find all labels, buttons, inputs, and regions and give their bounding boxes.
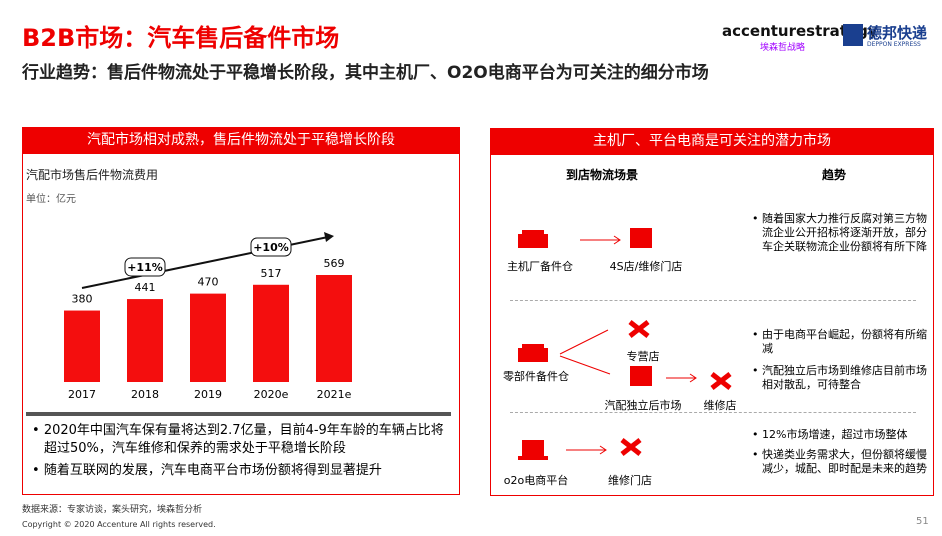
bar <box>127 299 163 382</box>
node: 汽配独立后市场 <box>604 399 682 412</box>
panel-heading: 主机厂、平台电商是可关注的潜力市场 <box>490 128 934 154</box>
copyright: Copyright © 2020 Accenture All rights re… <box>22 520 216 529</box>
logo-sub: DEPPON EXPRESS <box>867 41 921 48</box>
node: 维修店 <box>703 399 737 412</box>
data-label: 470 <box>198 276 219 289</box>
bar <box>64 310 100 382</box>
trend: 随着国家大力推行反腐对第三方物流企业公开招标将逐渐开放，部分车企关联物流企业份额… <box>750 212 934 254</box>
source: 数据来源：专家访谈，案头研究，埃森哲分析 <box>22 505 203 515</box>
data-label: 517 <box>261 267 282 280</box>
node: 主机厂备件仓 <box>507 260 573 273</box>
annotation-box <box>250 237 292 257</box>
trend-arrowhead <box>324 232 334 242</box>
annotation: +11% <box>127 261 163 274</box>
bar <box>316 275 352 382</box>
col-heading: 趋势 <box>822 168 847 182</box>
logo-sub: 埃森哲战略 <box>760 43 806 53</box>
node: 4S店/维修门店 <box>609 260 683 273</box>
x-tick-label: 2019 <box>194 388 222 401</box>
bullet: 随着互联网的发展，汽车电商平台市场份额将得到显著提升 <box>30 462 454 480</box>
divider <box>26 412 451 416</box>
bar <box>253 284 289 382</box>
subtitle: 行业趋势：售后件物流处于平稳增长阶段，其中主机厂、O2O电商平台为可关注的细分市… <box>22 63 709 83</box>
trend: 快递类业务需求大，但份额将缓慢减少，城配、即时配是未来的趋势 <box>750 448 934 476</box>
separator <box>510 300 916 301</box>
x-tick-label: 2017 <box>68 388 96 401</box>
chart-title: 汽配市场售后件物流费用 <box>26 168 159 182</box>
node: 零部件备件仓 <box>503 370 569 383</box>
title: B2B市场：汽车售后备件市场 <box>22 24 340 52</box>
bar <box>190 293 226 382</box>
page-number: 51 <box>916 516 929 527</box>
trend: 汽配独立后市场到维修店目前市场相对散乱，可待整合 <box>750 364 934 392</box>
node: 维修门店 <box>608 474 652 487</box>
data-label: 380 <box>72 293 93 306</box>
bullet: 2020年中国汽车保有量将达到2.7亿量，目前4-9年车龄的车辆占比将超过50%… <box>30 422 454 458</box>
logo: 德邦快递 <box>867 24 928 42</box>
node: 专营店 <box>626 350 660 363</box>
logo-icon <box>843 24 863 46</box>
chart: +11% +10% 380 2017 441 2018 470 2019 517 2020e 569… <box>64 232 352 401</box>
col-heading: 到店物流场景 <box>566 168 639 182</box>
x-tick-label: 2018 <box>131 388 159 401</box>
diagram <box>518 228 732 460</box>
x-tick-label: 2021e <box>317 388 352 401</box>
data-label: 569 <box>324 257 345 270</box>
annotation: +10% <box>253 241 289 254</box>
panel-box <box>490 154 934 496</box>
x-tick-label: 2020e <box>254 388 289 401</box>
chart-subtitle: 单位：亿元 <box>26 194 76 205</box>
logo: accenturestrategy <box>722 22 878 40</box>
trend: 12%市场增速，超过市场整体 <box>750 428 934 442</box>
data-label: 441 <box>135 281 156 294</box>
annotation-box <box>124 257 166 277</box>
separator <box>510 412 916 413</box>
panel-heading: 汽配市场相对成熟，售后件物流处于平稳增长阶段 <box>22 127 460 153</box>
icons <box>518 228 732 460</box>
trend: 由于电商平台崛起，份额将有所缩减 <box>750 328 934 356</box>
panel-box <box>22 153 460 495</box>
node: o2o电商平台 <box>503 474 569 487</box>
arrows <box>559 235 697 455</box>
